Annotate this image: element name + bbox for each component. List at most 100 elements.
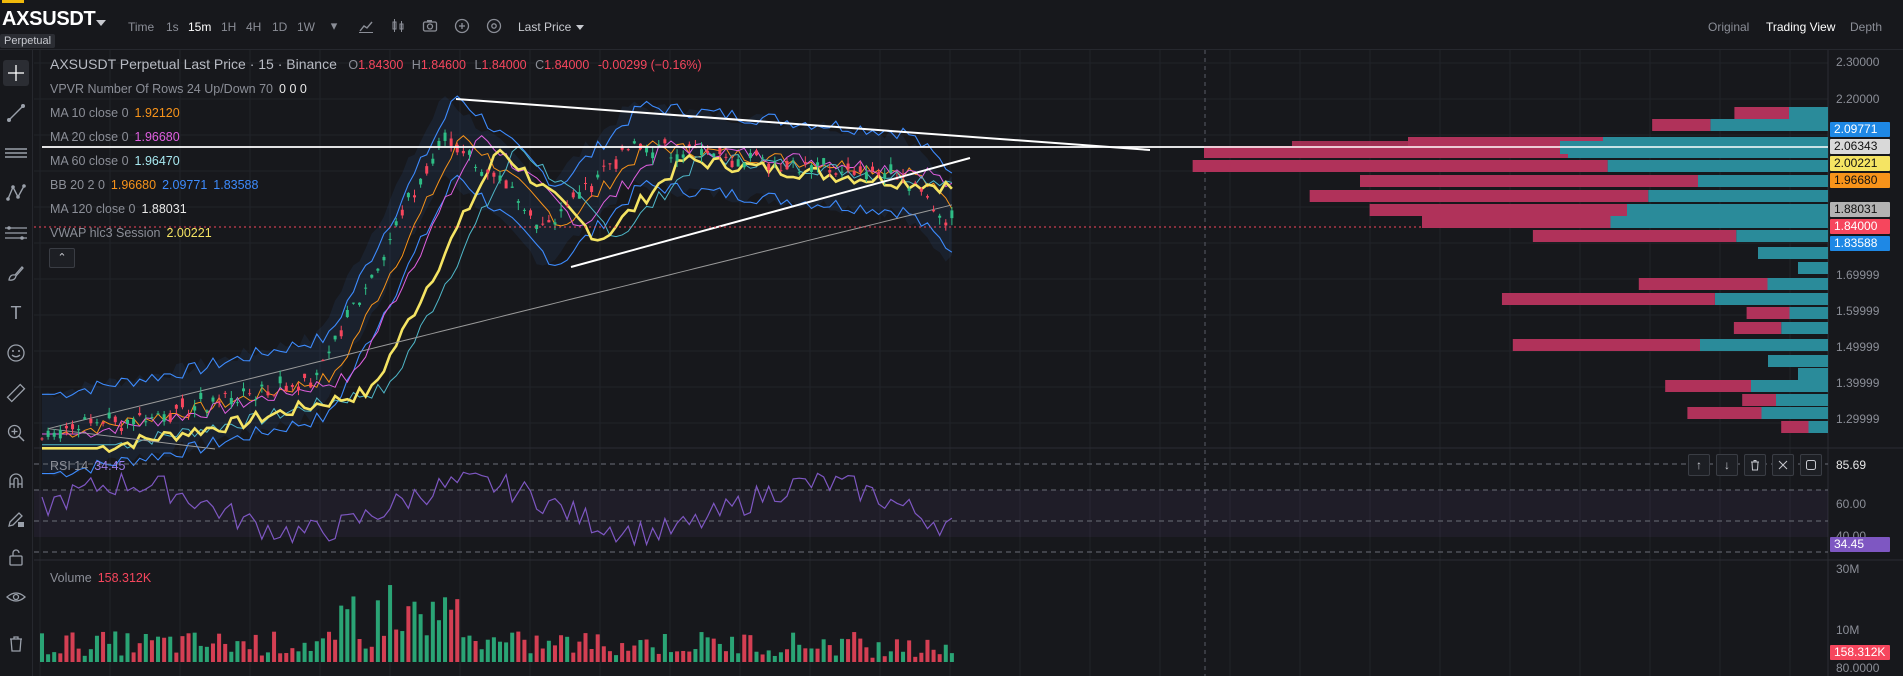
- volume-bar: [760, 654, 765, 662]
- volume-bar: [241, 641, 246, 662]
- volume-bar: [272, 631, 277, 662]
- timeframe-1h[interactable]: 1H: [221, 20, 237, 34]
- candle-body: [125, 419, 129, 424]
- indicators-icon[interactable]: [358, 18, 374, 34]
- candle-body: [553, 222, 557, 225]
- crosshair-icon[interactable]: [3, 60, 29, 86]
- volume-bar: [320, 638, 325, 662]
- volume-bar: [833, 655, 838, 662]
- volume-bar: [943, 644, 948, 662]
- candle-body: [101, 421, 105, 424]
- candle-body: [498, 175, 502, 181]
- collapse-pane-button[interactable]: [1772, 454, 1794, 476]
- horizontal-lines-icon[interactable]: [3, 140, 29, 166]
- volume-profile-up: [1798, 368, 1828, 380]
- volume-bar: [723, 651, 728, 662]
- view-depth[interactable]: Depth: [1850, 20, 1883, 34]
- volume-bar: [125, 633, 130, 662]
- ma120-legend[interactable]: MA 120 close 0 1.88031: [50, 202, 187, 216]
- timeframe-15m[interactable]: 15m: [188, 20, 212, 34]
- price-chart-canvas[interactable]: [34, 50, 1903, 676]
- text-icon[interactable]: T: [10, 303, 22, 323]
- brush-icon[interactable]: [3, 260, 29, 286]
- timeframe-time[interactable]: Time: [128, 20, 155, 34]
- pencil-lock-icon[interactable]: [3, 506, 29, 532]
- delete-pane-button[interactable]: [1744, 454, 1766, 476]
- settings-icon[interactable]: [486, 18, 502, 34]
- vwap-legend[interactable]: VWAP hlc3 Session 2.00221: [50, 226, 212, 240]
- lock-icon[interactable]: [3, 544, 29, 570]
- volume-bar: [412, 601, 417, 662]
- pattern-icon[interactable]: [3, 180, 29, 206]
- candle-body: [83, 417, 87, 420]
- volume-profile-down: [1733, 322, 1782, 334]
- volume-bar: [656, 653, 661, 662]
- ma10-legend[interactable]: MA 10 close 0 1.92120: [50, 106, 180, 120]
- chart-area[interactable]: [34, 50, 1903, 676]
- volume-bar: [736, 653, 741, 662]
- candle-body: [132, 418, 136, 425]
- volume-bar: [113, 631, 118, 662]
- candle-body: [492, 172, 496, 177]
- volume-bar: [681, 650, 686, 662]
- ruler-icon[interactable]: [3, 380, 29, 406]
- ma20-legend[interactable]: MA 20 close 0 1.96680: [50, 130, 180, 144]
- timeframe-1w[interactable]: 1W: [297, 20, 315, 34]
- camera-icon[interactable]: [422, 18, 438, 34]
- ma120-label: MA 120 close 0: [50, 202, 136, 216]
- volume-bar: [327, 631, 332, 662]
- candle-body: [419, 178, 423, 185]
- move-up-button[interactable]: ↑: [1688, 454, 1710, 476]
- candle-body: [663, 139, 667, 144]
- volume-profile-down: [1742, 394, 1776, 406]
- emoji-icon[interactable]: [3, 340, 29, 366]
- trash-icon[interactable]: [3, 630, 29, 656]
- price-axis-label: 1.69999: [1836, 268, 1880, 282]
- rsi-legend[interactable]: RSI 14 34.45: [50, 459, 126, 473]
- maximize-pane-button[interactable]: [1800, 454, 1822, 476]
- ma60-legend[interactable]: MA 60 close 0 1.96470: [50, 154, 180, 168]
- volume-bar: [278, 653, 283, 662]
- volume-bar: [498, 641, 502, 662]
- add-icon[interactable]: [454, 18, 470, 34]
- zoom-in-icon[interactable]: [3, 420, 29, 446]
- candle-body: [608, 163, 612, 165]
- top-toolbar: AXSUSDT Perpetual Time 1s 15m 1H 4H 1D 1…: [0, 0, 1903, 50]
- price-type-selector[interactable]: Last Price: [518, 20, 572, 34]
- volume-bar: [369, 646, 374, 662]
- chart-title: AXSUSDT Perpetual Last Price · 15 · Bina…: [50, 56, 337, 72]
- candle-type-icon[interactable]: [390, 18, 406, 34]
- timeframe-1d[interactable]: 1D: [272, 20, 288, 34]
- fib-icon[interactable]: [3, 220, 29, 246]
- trend-line-icon[interactable]: [3, 100, 29, 126]
- eye-icon[interactable]: [3, 584, 29, 610]
- volume-axis-label: 30M: [1836, 562, 1860, 576]
- symbol-selector[interactable]: AXSUSDT: [2, 8, 96, 30]
- volume-legend[interactable]: Volume 158.312K: [50, 571, 151, 585]
- candle-body: [223, 392, 227, 394]
- volume-bar: [644, 639, 649, 662]
- volume-profile-down: [1638, 278, 1768, 290]
- volume-bar: [894, 639, 899, 662]
- ohlc-low: 1.84000: [481, 58, 527, 72]
- candle-body: [303, 373, 307, 379]
- timeframe-1s[interactable]: 1s: [166, 20, 179, 34]
- view-trading-view[interactable]: Trading View: [1766, 20, 1836, 34]
- ma120-line: [47, 204, 953, 450]
- view-original[interactable]: Original: [1708, 20, 1750, 34]
- vpvr-legend[interactable]: VPVR Number Of Rows 24 Up/Down 70 0 0 0: [50, 82, 307, 96]
- volume-profile-up: [1648, 190, 1828, 202]
- candle-body: [907, 188, 911, 191]
- volume-bar: [913, 656, 918, 662]
- timeframe-4h[interactable]: 4H: [246, 20, 262, 34]
- magnet-icon[interactable]: [3, 468, 29, 494]
- candle-body: [333, 335, 337, 340]
- chevron-down-icon[interactable]: ▾: [330, 18, 338, 33]
- chevron-down-icon[interactable]: [576, 25, 584, 30]
- bb-legend[interactable]: BB 20 2 0 1.96680 2.09771 1.83588: [50, 178, 258, 192]
- collapse-legend-button[interactable]: ⌃: [49, 248, 75, 268]
- chevron-down-icon[interactable]: [96, 20, 106, 26]
- volume-bar: [882, 656, 887, 662]
- move-down-button[interactable]: ↓: [1716, 454, 1738, 476]
- volume-bar: [742, 634, 747, 662]
